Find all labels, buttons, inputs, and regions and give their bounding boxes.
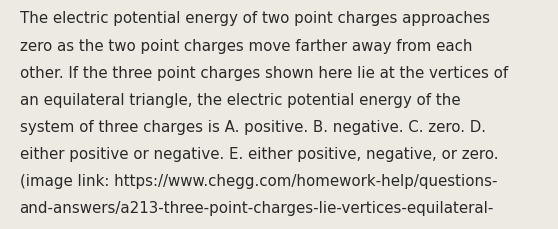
Text: an equilateral triangle, the electric potential energy of the: an equilateral triangle, the electric po…: [20, 93, 460, 107]
Text: other. If the three point charges shown here lie at the vertices of: other. If the three point charges shown …: [20, 65, 508, 80]
Text: system of three charges is A. positive. B. negative. C. zero. D.: system of three charges is A. positive. …: [20, 120, 485, 134]
Text: triangle-shown-three-charges-charge-magn-q8105577 ): triangle-shown-three-charges-charge-magn…: [20, 228, 441, 229]
Text: The electric potential energy of two point charges approaches: The electric potential energy of two poi…: [20, 11, 489, 26]
Text: (image link: https://www.chegg.com/homework-help/questions-: (image link: https://www.chegg.com/homew…: [20, 174, 497, 188]
Text: zero as the two point charges move farther away from each: zero as the two point charges move farth…: [20, 38, 472, 53]
Text: either positive or negative. E. either positive, negative, or zero.: either positive or negative. E. either p…: [20, 147, 498, 161]
Text: and-answers/a213-three-point-charges-lie-vertices-equilateral-: and-answers/a213-three-point-charges-lie…: [20, 201, 494, 215]
